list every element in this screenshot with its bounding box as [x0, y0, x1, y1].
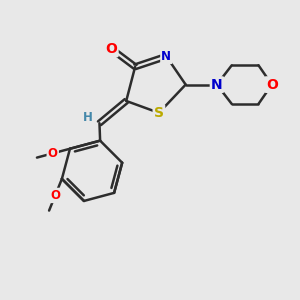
- Text: O: O: [48, 147, 58, 160]
- Text: S: S: [154, 106, 164, 120]
- Text: N: N: [161, 50, 171, 63]
- Text: N: N: [211, 78, 223, 92]
- Text: H: H: [83, 111, 93, 124]
- Text: O: O: [266, 78, 278, 92]
- Text: O: O: [105, 42, 117, 56]
- Text: O: O: [50, 189, 60, 202]
